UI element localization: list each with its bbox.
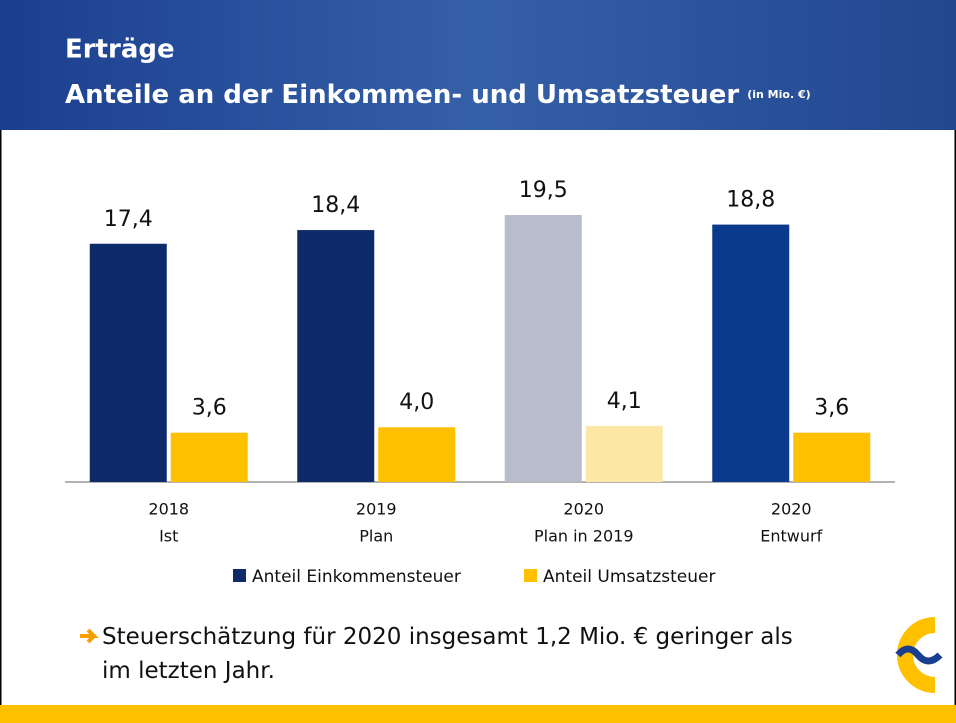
x-tick-label: 2019 bbox=[356, 500, 397, 519]
bar bbox=[712, 224, 790, 483]
note-text: Steuerschätzung für 2020 insgesamt 1,2 M… bbox=[102, 624, 793, 684]
x-tick-label: 2018 bbox=[148, 500, 189, 519]
bar bbox=[378, 427, 456, 482]
bar bbox=[793, 432, 871, 482]
data-label: 18,8 bbox=[726, 188, 775, 213]
x-tick-label: Entwurf bbox=[760, 527, 822, 546]
legend-label: Anteil Einkommensteuer bbox=[252, 567, 461, 587]
bar bbox=[89, 243, 167, 482]
x-tick-label: 2020 bbox=[563, 500, 604, 519]
data-label: 18,4 bbox=[311, 193, 360, 218]
data-label: 3,6 bbox=[814, 396, 849, 421]
bullet-arrow bbox=[80, 628, 99, 644]
data-label: 19,5 bbox=[519, 178, 568, 203]
logo bbox=[895, 617, 943, 693]
data-label: 17,4 bbox=[104, 207, 153, 232]
footer-band bbox=[0, 705, 956, 723]
x-tick-label: Plan in 2019 bbox=[534, 527, 634, 546]
legend-label: Anteil Umsatzsteuer bbox=[543, 567, 715, 587]
data-label: 4,0 bbox=[399, 390, 434, 415]
chart-title: Erträge bbox=[65, 35, 175, 65]
unit-label: (in Mio. €) bbox=[747, 88, 810, 101]
bar bbox=[297, 230, 375, 482]
chart-subtitle: Anteile an der Einkommen- und Umsatzsteu… bbox=[65, 80, 811, 110]
data-label: 4,1 bbox=[607, 389, 642, 414]
bar bbox=[170, 432, 248, 482]
data-label: 3,6 bbox=[192, 396, 227, 421]
bar bbox=[585, 425, 663, 482]
legend-swatch bbox=[233, 569, 246, 582]
subtitle-text: Anteile an der Einkommen- und Umsatzsteu… bbox=[65, 80, 739, 110]
x-tick-label: Plan bbox=[359, 527, 393, 546]
x-tick-label: Ist bbox=[159, 527, 178, 546]
x-tick-label: 2020 bbox=[771, 500, 812, 519]
legend-swatch bbox=[524, 569, 537, 582]
header-band bbox=[0, 0, 956, 130]
bar bbox=[504, 215, 582, 482]
